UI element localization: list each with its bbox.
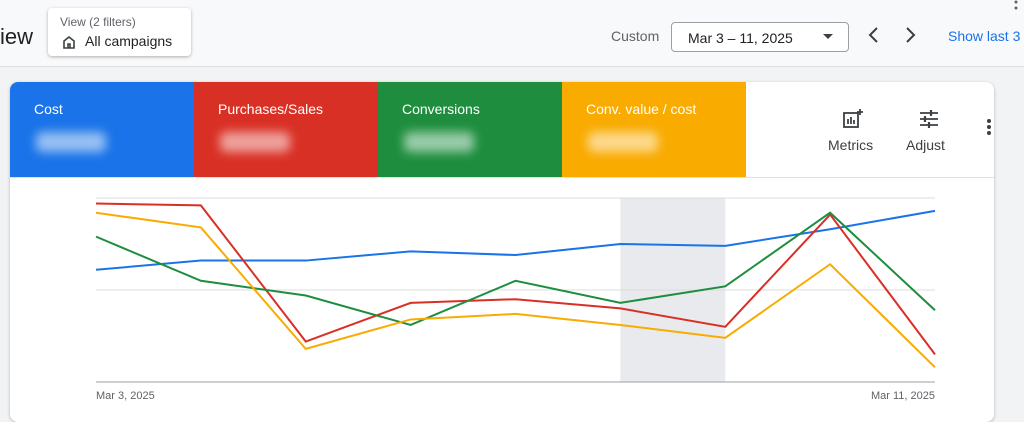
view-selector[interactable]: View (2 filters) All campaigns: [48, 8, 191, 56]
blurred-value: [588, 132, 658, 152]
blurred-value: [36, 132, 106, 152]
view-value: All campaigns: [85, 33, 173, 49]
blurred-value: [220, 132, 290, 152]
scorecard[interactable]: Conversions: [378, 82, 562, 177]
view-label: View (2 filters): [60, 15, 136, 29]
show-last[interactable]: Show last 3: [948, 28, 1021, 44]
date-range: Mar 3 – 11, 2025: [688, 30, 793, 46]
scorecard-label: Cost: [34, 101, 63, 117]
x-tick-label: Mar 3, 2025: [96, 390, 155, 402]
scorecard-label: Purchases/Sales: [218, 101, 324, 117]
chart-card: Cost Purchases/Sales Conversions Conv. valu…: [10, 82, 994, 422]
series-line: [95, 211, 936, 327]
metrics-icon[interactable]: [842, 108, 864, 130]
chart: Mar 3, 2025 Mar 11, 2025: [95, 197, 936, 402]
series-line: [95, 211, 936, 368]
more-icon[interactable]: [1012, 0, 1020, 16]
range-type: Custom: [611, 28, 660, 44]
scorecard-label: Conv. value / cost: [586, 101, 697, 117]
nav-arrows[interactable]: [864, 25, 924, 45]
home-icon: [63, 35, 75, 49]
page-title: iew: [0, 24, 34, 49]
top-bar: iew View (2 filters) All campaigns Custo…: [0, 0, 1024, 67]
adjust-label[interactable]: Adjust: [906, 137, 945, 153]
divider: [10, 177, 994, 178]
dropdown-arrow: [823, 34, 833, 39]
scorecard[interactable]: Conv. value / cost: [562, 82, 746, 177]
blurred-value: [404, 132, 474, 152]
series-line: [95, 209, 936, 271]
metrics-label[interactable]: Metrics: [828, 137, 874, 153]
adjust-icon[interactable]: [918, 108, 940, 130]
date-picker[interactable]: Mar 3 – 11, 2025: [671, 22, 849, 52]
x-tick-label: Mar 11, 2025: [871, 390, 935, 402]
scorecard[interactable]: Cost: [10, 82, 194, 177]
scorecard[interactable]: Purchases/Sales: [194, 82, 378, 177]
more-icon[interactable]: [985, 118, 993, 136]
scorecard-label: Conversions: [402, 101, 480, 117]
series-line: [95, 202, 936, 355]
